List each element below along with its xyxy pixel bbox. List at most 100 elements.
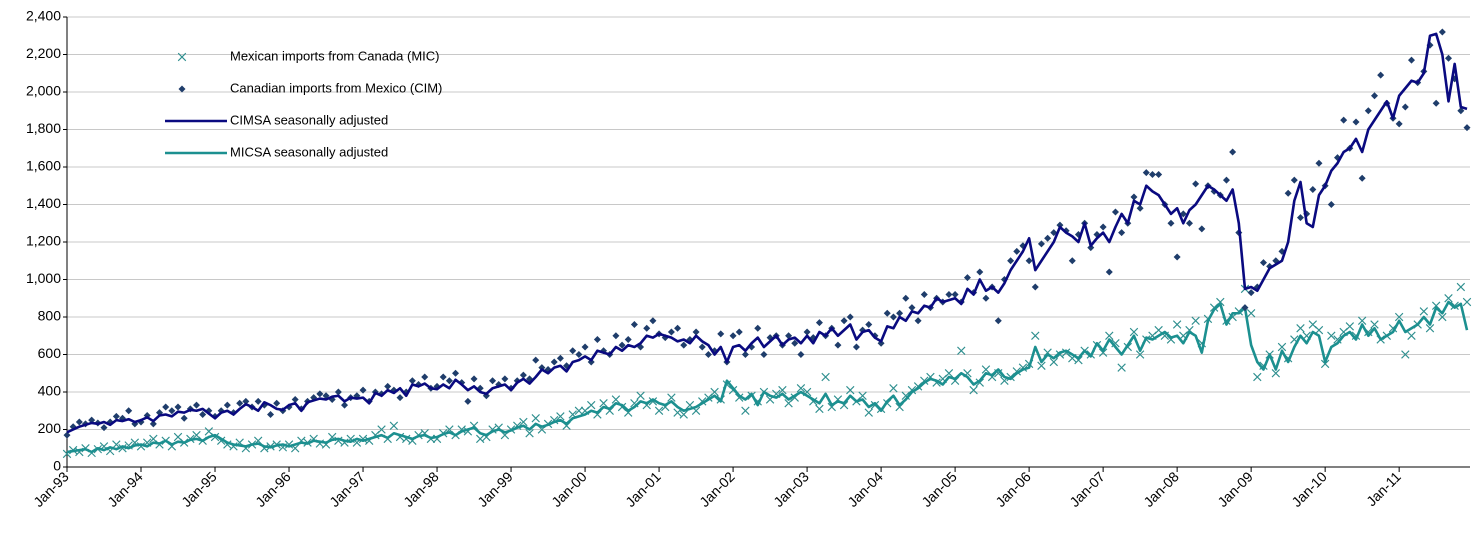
series-point xyxy=(834,341,842,349)
x-tick-label: Jan-95 xyxy=(178,468,220,510)
x-tick-label: Jan-97 xyxy=(326,468,368,510)
series-point xyxy=(587,400,596,410)
series-point xyxy=(1037,240,1045,248)
series-point xyxy=(1007,257,1015,265)
series-point xyxy=(735,393,744,402)
series-point xyxy=(1198,225,1206,233)
series-point xyxy=(1136,204,1144,212)
series-point xyxy=(1246,309,1256,318)
series-point xyxy=(803,328,811,336)
series-point xyxy=(896,309,904,317)
y-tick-label: 0 xyxy=(53,458,61,474)
series-point xyxy=(125,407,133,415)
series-point xyxy=(1155,171,1163,178)
series-point xyxy=(1229,148,1237,156)
series-point xyxy=(1370,92,1378,100)
series-point xyxy=(1222,176,1230,184)
series-point xyxy=(1185,219,1193,227)
series-point xyxy=(341,401,349,409)
series-point xyxy=(1327,201,1335,208)
x-tick-label: Jan-99 xyxy=(474,468,516,510)
series-point xyxy=(1192,180,1200,188)
series-point xyxy=(452,369,460,377)
series-point xyxy=(1105,331,1114,340)
series-point xyxy=(1148,171,1156,178)
series-point xyxy=(976,268,984,276)
series-point xyxy=(63,431,71,439)
series-point xyxy=(1241,304,1249,312)
series-point xyxy=(630,321,638,328)
series-point xyxy=(1340,116,1348,124)
series-point xyxy=(1345,322,1355,331)
series-point xyxy=(680,341,688,349)
series-point xyxy=(945,291,953,298)
series-point xyxy=(1284,189,1292,197)
series-point xyxy=(1087,244,1095,252)
series-point xyxy=(611,395,621,404)
legend-symbol xyxy=(177,52,187,62)
series-point xyxy=(1099,223,1107,231)
series-point xyxy=(969,385,978,395)
series-point xyxy=(1432,99,1440,107)
series-point xyxy=(532,356,540,364)
y-tick-label: 200 xyxy=(38,420,62,436)
series-point xyxy=(1031,283,1039,291)
series-point xyxy=(907,385,917,395)
series-point xyxy=(889,313,897,321)
series-point xyxy=(1167,219,1175,227)
series-point xyxy=(741,406,750,415)
x-tick-label: Jan-06 xyxy=(992,468,1034,510)
series-point xyxy=(1191,316,1200,325)
series-point xyxy=(1419,307,1429,316)
series-point xyxy=(741,351,749,358)
series-point xyxy=(1296,214,1304,222)
y-tick-label: 1,200 xyxy=(26,233,61,249)
series-point xyxy=(858,391,867,400)
series-point xyxy=(944,369,954,378)
x-tick-label: Jan-98 xyxy=(400,468,442,510)
series-point xyxy=(624,336,632,343)
series-point xyxy=(920,291,928,298)
series-point xyxy=(778,385,787,395)
series-point xyxy=(1142,169,1150,177)
x-tick-label: Jan-04 xyxy=(844,468,886,510)
series-point xyxy=(1173,253,1181,261)
series-point xyxy=(1277,342,1287,352)
series-point xyxy=(1271,369,1280,378)
series-point xyxy=(797,351,805,358)
series-point xyxy=(1425,324,1435,333)
series-point xyxy=(1025,257,1033,265)
series-point xyxy=(1296,324,1305,333)
series-point xyxy=(100,424,108,432)
series-point xyxy=(118,444,127,453)
series-point xyxy=(649,317,657,325)
series-point xyxy=(149,420,157,428)
x-tick-label: Jan-02 xyxy=(696,468,738,510)
series-point xyxy=(1129,327,1139,337)
series-point xyxy=(791,339,799,347)
series-point xyxy=(785,332,793,340)
legend-label: Mexican imports from Canada (MIC) xyxy=(230,48,440,63)
x-tick-label: Jan-00 xyxy=(548,468,590,510)
series-point xyxy=(1444,294,1453,303)
series-point xyxy=(1013,247,1021,255)
series-point xyxy=(864,408,873,417)
series-point xyxy=(760,351,768,358)
series-point xyxy=(1118,229,1126,237)
series-point xyxy=(174,403,182,411)
series-point xyxy=(599,399,608,408)
x-tick-label: Jan-94 xyxy=(104,468,146,510)
series-point xyxy=(1438,28,1446,36)
y-tick-label: 2,400 xyxy=(26,8,61,24)
series-point xyxy=(679,410,688,419)
series-point xyxy=(815,319,823,327)
series-point xyxy=(291,396,299,403)
x-tick-label: Jan-03 xyxy=(770,468,812,510)
series-point xyxy=(284,440,294,449)
series-point xyxy=(421,373,429,381)
series-point xyxy=(1444,54,1452,62)
series-point xyxy=(636,391,645,400)
series-point xyxy=(519,417,528,427)
series-point xyxy=(1463,124,1471,132)
series-point xyxy=(1049,357,1058,367)
